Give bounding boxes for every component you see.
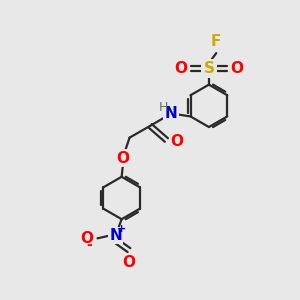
Text: +: + bbox=[117, 224, 126, 235]
Text: O: O bbox=[231, 61, 244, 76]
Text: -: - bbox=[86, 238, 92, 252]
Text: H: H bbox=[158, 100, 168, 113]
Text: S: S bbox=[203, 61, 214, 76]
Text: O: O bbox=[174, 61, 187, 76]
Text: O: O bbox=[170, 134, 183, 149]
Text: O: O bbox=[81, 231, 94, 246]
Text: O: O bbox=[117, 151, 130, 166]
Text: N: N bbox=[164, 106, 177, 121]
Text: O: O bbox=[122, 255, 136, 270]
Text: N: N bbox=[110, 228, 122, 243]
Text: F: F bbox=[211, 34, 221, 49]
